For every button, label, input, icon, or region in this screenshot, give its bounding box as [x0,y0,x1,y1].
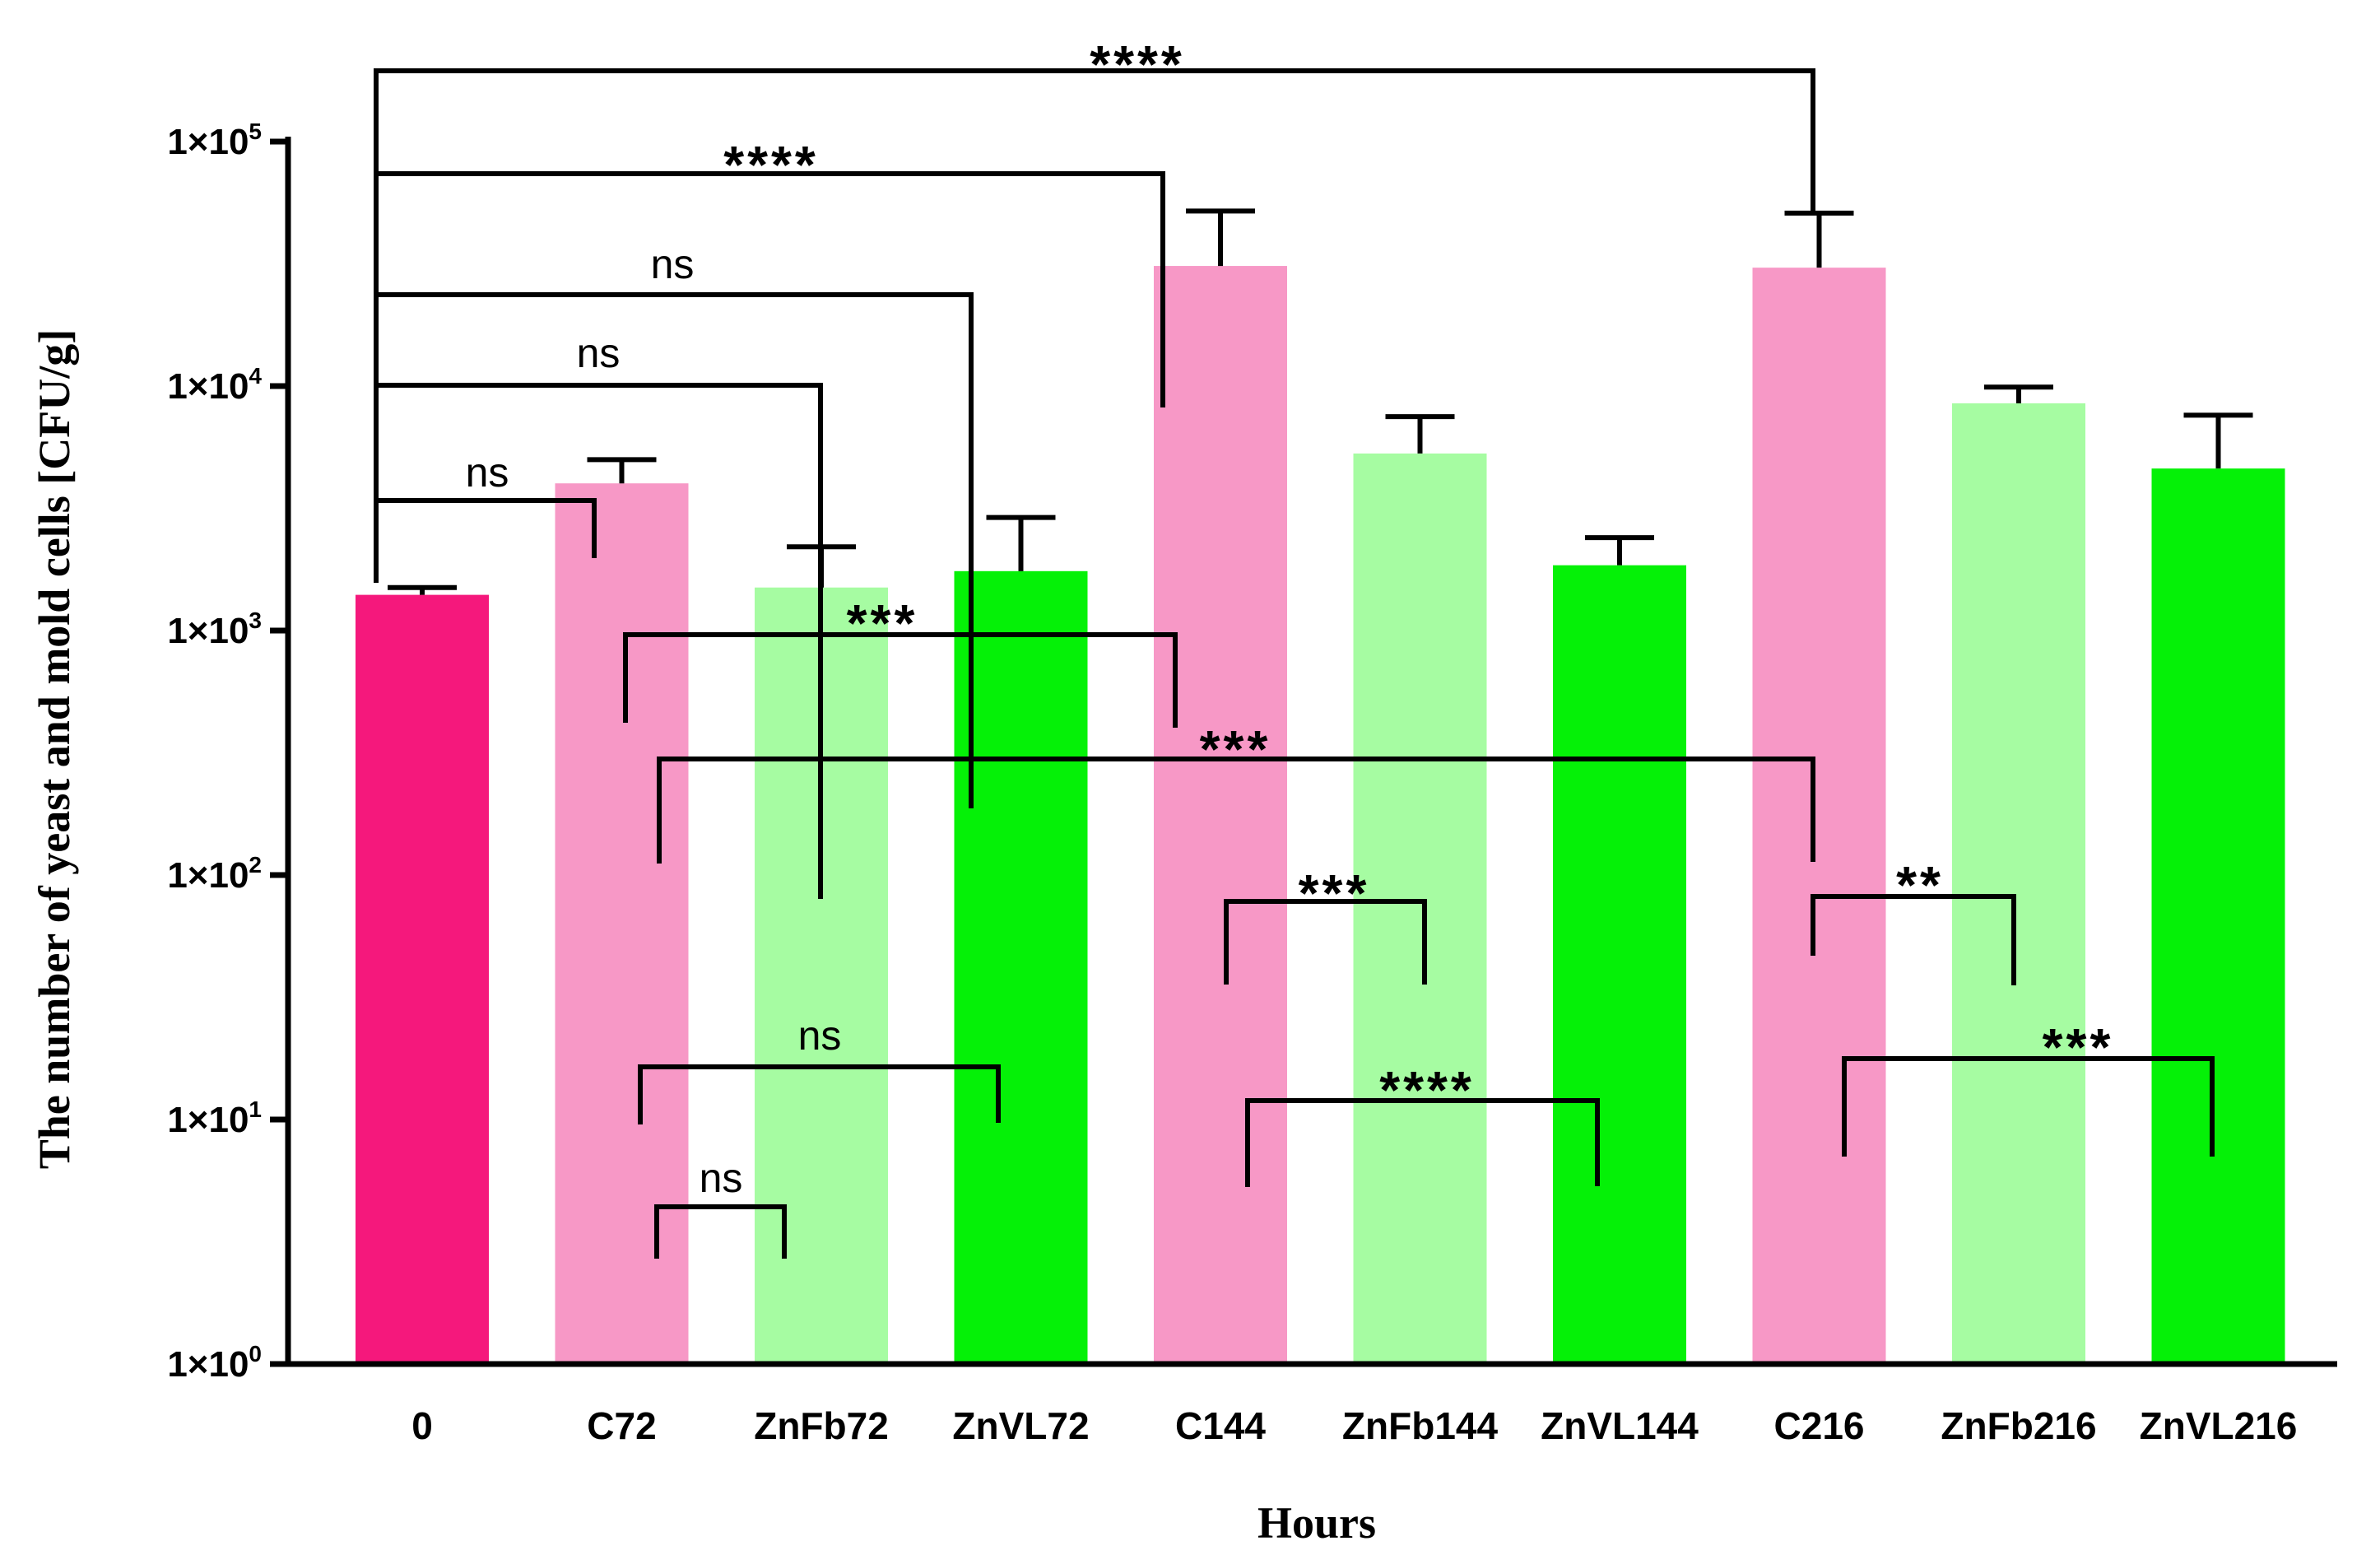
error-bar-znfb144 [1385,414,1455,454]
error-bar-znvl72 [986,514,1056,571]
y-tick-label-0: 1×100 [167,1341,262,1385]
bracket-0-c72 [374,498,597,558]
bracket-c216-znvl216 [1842,1056,2215,1157]
x-tick-label-znvl72: ZnVL72 [952,1404,1089,1447]
x-tick-label-znfb216: ZnFb216 [1941,1404,2096,1447]
bars-layer [356,266,2285,1365]
significance-label-c144-znfb144: *** [1299,864,1370,923]
error-bar-c144 [1186,208,1255,267]
x-labels-layer: 0 C72 ZnFb72 ZnVL72 C144 ZnFb144 ZnVL144 C216 Zn… [411,1404,2297,1447]
bar-znfb144 [1353,453,1487,1364]
x-tick-label-znfb144: ZnFb144 [1342,1404,1499,1447]
bar-0 [356,594,489,1364]
bar-znvl216 [2151,468,2285,1365]
error-bar-c216 [1784,210,1854,268]
bar-znfb216 [1952,403,2085,1364]
error-bars-layer [388,208,2253,595]
bracket-c72-c144 [623,632,1178,728]
bar-c216 [1752,268,1886,1364]
significance-label-c72-c216: *** [1200,719,1271,779]
significance-label-0-c72: ns [466,449,509,496]
y-tick-label-4: 1×104 [167,363,262,407]
error-bar-c72 [587,457,657,484]
bracket-c144-znvl144 [1245,1098,1600,1187]
error-bar-znvl216 [2183,412,2253,469]
error-bar-0 [388,584,457,595]
x-tick-label-0: 0 [411,1404,433,1447]
x-tick-label-znfb72: ZnFb72 [754,1404,889,1447]
significance-label-c216-znfb216: ** [1896,855,1944,915]
significance-label-c72-c144: *** [847,594,918,653]
bracket-c72-c216 [657,757,1815,864]
significance-label-c72-znfb72: ns [700,1155,743,1201]
bar-c144 [1154,266,1287,1365]
x-tick-label-znvl144: ZnVL144 [1541,1404,1699,1447]
significance-label-0-c216: **** [1090,35,1185,94]
y-tick-label-2: 1×102 [167,852,262,896]
significance-label-0-znfb72: ns [577,330,621,376]
y-tick-label-5: 1×105 [167,119,262,162]
error-bar-znfb216 [1984,384,2053,403]
x-tick-label-c144: C144 [1175,1404,1266,1447]
significance-label-0-znvl72: ns [651,241,695,287]
x-tick-label-c216: C216 [1774,1404,1865,1447]
bracket-c144-znfb144 [1224,899,1427,985]
error-bar-znvl144 [1585,535,1654,566]
significance-label-0-c144: **** [723,135,819,194]
y-ticks-layer: 1×100 1×101 1×102 1×103 1×104 1×105 [167,119,288,1385]
significance-label-c144-znvl144: **** [1379,1060,1475,1120]
bar-c72 [555,483,689,1364]
significance-label-c72-znvl72: ns [798,1013,842,1059]
significance-label-c216-znvl216: *** [2043,1017,2114,1077]
y-tick-label-3: 1×103 [167,608,262,651]
bracket-c216-znfb216 [1811,894,2016,985]
bracket-c72-znfb72 [654,1204,787,1259]
y-tick-label-1: 1×101 [167,1096,262,1140]
x-tick-label-znvl216: ZnVL216 [2140,1404,2298,1447]
bar-znvl72 [954,570,1088,1364]
x-tick-label-c72: C72 [587,1404,656,1447]
bracket-c72-znvl72 [638,1064,1001,1124]
bracket-0-znfb72 [374,383,823,899]
x-axis-title: Hours [1257,1498,1376,1548]
y-axis-title: The number of yeast and mold cells [CFU/… [30,329,79,1170]
bar-znvl144 [1553,565,1686,1364]
axes-layer [285,137,2337,1367]
